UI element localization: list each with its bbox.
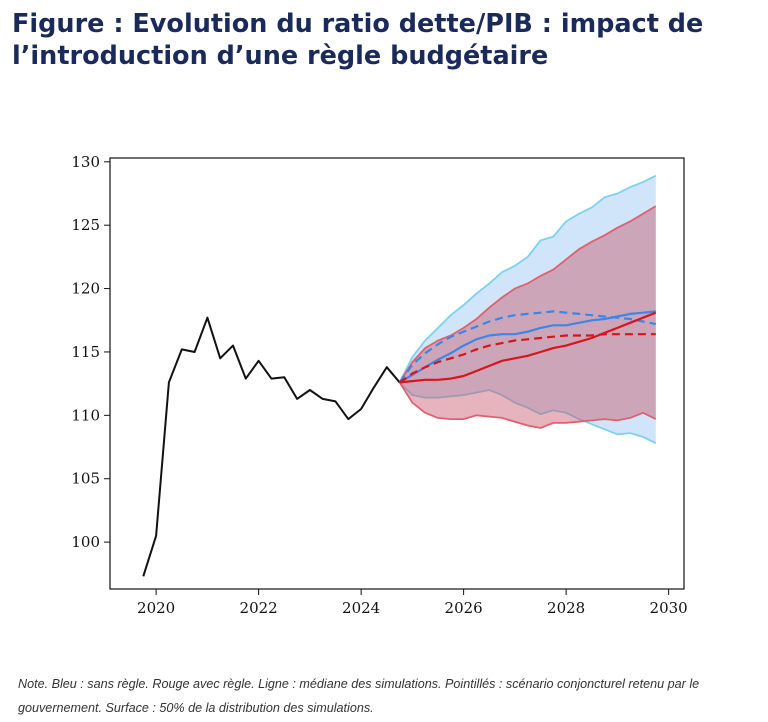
- with-rule-government-line: [398, 333, 656, 384]
- y-tick-label-115: 115: [71, 343, 100, 361]
- figure-title-line-1: Figure : Evolution du ratio dette/PIB : …: [12, 9, 704, 39]
- band-upper-edge-0: [398, 174, 657, 383]
- band-upper-edge-1: [398, 205, 657, 383]
- historical-line: [142, 316, 401, 577]
- plot-frame: [109, 157, 685, 590]
- band-lower-edge-0: [398, 381, 657, 445]
- x-tick-label-2022: 2022: [240, 599, 278, 617]
- y-axis: 100 105 110 115 120 125 130: [71, 153, 110, 551]
- x-axis: 2020 2022 2024 2026 2028 2030: [137, 589, 688, 617]
- figure-note: Note. Bleu : sans règle. Rouge avec règl…: [18, 677, 700, 715]
- x-tick-label-2024: 2024: [342, 599, 380, 617]
- band-lower-edge-1: [398, 381, 657, 429]
- y-tick-label-100: 100: [71, 533, 100, 551]
- y-tick-label-125: 125: [71, 216, 100, 234]
- confidence-bands: [398, 174, 657, 445]
- with-rule-median-line: [399, 311, 657, 384]
- band-with-rule: [399, 206, 656, 428]
- x-tick-label-2026: 2026: [445, 599, 483, 617]
- no-rule-government-line: [398, 310, 657, 384]
- figure-title-line-2: l’introduction d’une règle budgétaire: [12, 41, 549, 71]
- x-tick-label-2028: 2028: [547, 599, 585, 617]
- y-tick-label-120: 120: [71, 280, 100, 298]
- y-tick-label-110: 110: [71, 406, 100, 424]
- y-tick-label-130: 130: [71, 153, 100, 171]
- series-lines: [142, 310, 657, 577]
- x-tick-label-2030: 2030: [650, 599, 688, 617]
- y-tick-label-105: 105: [71, 470, 100, 488]
- figure-title: Figure : Evolution du ratio dette/PIB : …: [12, 8, 752, 72]
- x-tick-label-2020: 2020: [137, 599, 175, 617]
